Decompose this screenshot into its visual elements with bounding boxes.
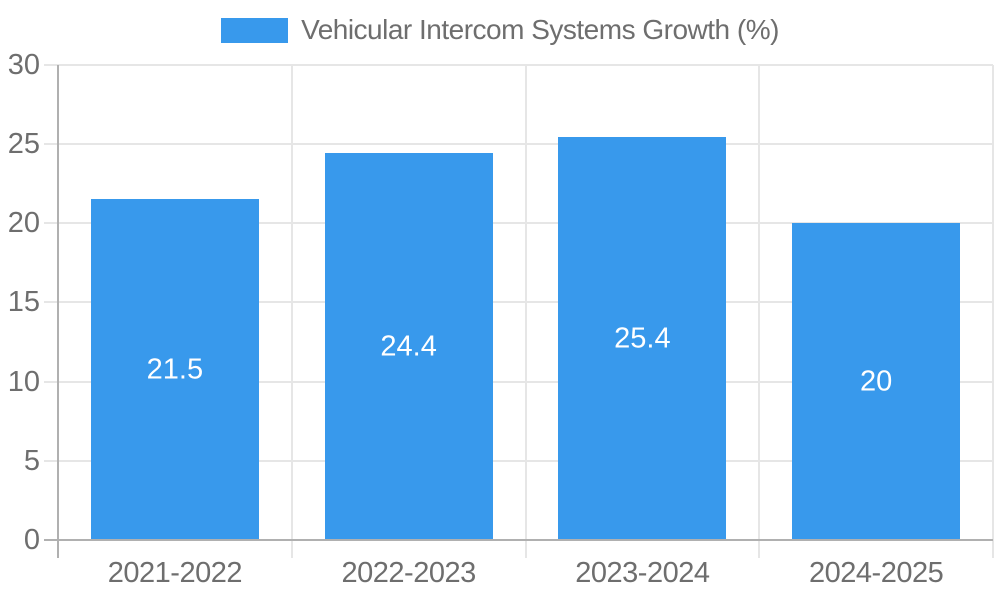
bar-value-label: 24.4 xyxy=(380,330,437,363)
bar-value-label: 21.5 xyxy=(146,353,204,386)
legend-swatch xyxy=(221,17,289,43)
y-tick-label: 20 xyxy=(7,207,40,239)
bar[interactable] xyxy=(90,199,259,540)
x-tick-label: 2023-2024 xyxy=(575,557,710,589)
legend-label: Vehicular Intercom Systems Growth (%) xyxy=(301,14,779,45)
h-gridline xyxy=(44,459,993,462)
h-gridline xyxy=(44,63,993,66)
v-gridline xyxy=(758,64,761,558)
bar[interactable] xyxy=(324,153,493,540)
h-gridline xyxy=(44,142,993,145)
y-tick-label: 15 xyxy=(7,286,40,319)
h-gridline xyxy=(44,222,993,224)
y-tick-label: 0 xyxy=(23,524,40,556)
bar[interactable] xyxy=(792,223,961,540)
y-axis-line xyxy=(57,64,59,558)
v-gridline xyxy=(524,64,527,558)
x-axis-line xyxy=(44,539,993,541)
y-tick-label: 30 xyxy=(7,48,40,81)
x-tick-label: 2022-2023 xyxy=(341,557,477,589)
v-gridline xyxy=(992,64,994,558)
bar[interactable] xyxy=(558,137,727,540)
y-tick-label: 5 xyxy=(23,444,40,477)
v-gridline xyxy=(290,64,293,558)
bar-value-label: 20 xyxy=(859,365,893,397)
x-tick-label: 2024-2025 xyxy=(809,557,944,589)
bar-value-label: 25.4 xyxy=(614,322,671,355)
y-tick-label: 25 xyxy=(7,127,40,160)
legend[interactable]: Vehicular Intercom Systems Growth (%) xyxy=(0,14,1000,46)
y-tick-label: 10 xyxy=(7,365,40,398)
h-gridline xyxy=(44,380,993,383)
x-tick-label: 2021-2022 xyxy=(107,557,243,589)
h-gridline xyxy=(44,301,993,304)
